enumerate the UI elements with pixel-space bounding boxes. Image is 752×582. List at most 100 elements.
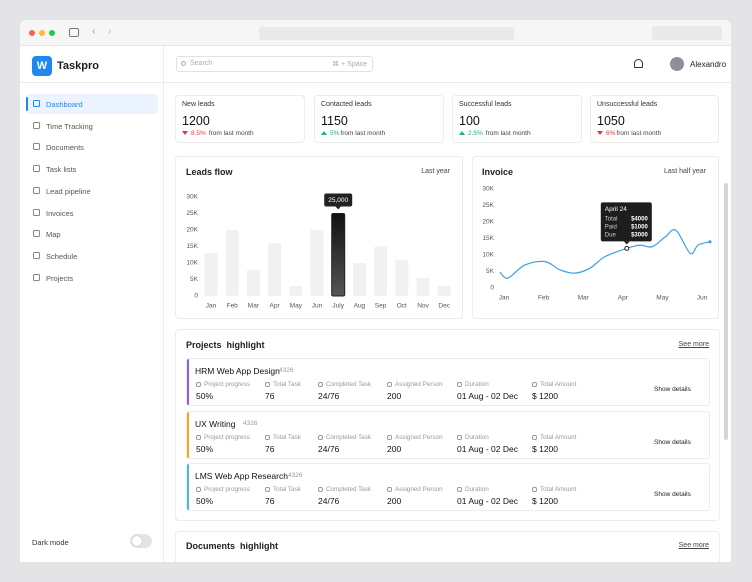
- field-label: Total Task: [273, 486, 301, 493]
- nav-label: Lead pipeline: [46, 186, 91, 196]
- field-icon: [196, 382, 201, 387]
- project-id: 4326: [288, 472, 303, 479]
- nav-icon: [33, 143, 40, 151]
- invoice-card: Invoice Last half year: [472, 156, 719, 319]
- nav-label: Task lists: [46, 165, 77, 175]
- stat-label: Unsuccessful leads: [597, 101, 658, 108]
- nav-item[interactable]: Projects: [26, 268, 158, 288]
- chart-title: Leads flow: [186, 167, 233, 177]
- stat-change: 8.5%: [191, 130, 206, 137]
- nav-item[interactable]: Lead pipeline: [26, 181, 158, 201]
- project-item: LMS Web App Research 4326 Project progress…: [186, 463, 710, 511]
- sidebar: W Taskpro Dashboard Time Tracking Document…: [20, 46, 164, 562]
- field-value: 01 Aug - 02 Dec: [457, 391, 518, 401]
- field-label: Total Task: [273, 381, 301, 388]
- field-label: Assigned Person: [395, 433, 443, 441]
- nav-item[interactable]: Task lists: [26, 159, 158, 179]
- field-value: 76: [265, 391, 275, 401]
- browser-bar: ‹ ›: [20, 20, 731, 46]
- see-more[interactable]: See more: [678, 542, 709, 549]
- search-placeholder: Search: [190, 60, 213, 67]
- stat-label: Successful leads: [459, 101, 512, 108]
- period-select[interactable]: Last year: [421, 168, 450, 175]
- stat-card: New leads 1200 8.5% from last month: [175, 95, 305, 143]
- stat-note: from last month: [208, 130, 254, 137]
- nav-icon: [33, 230, 40, 238]
- field-icon: [318, 434, 323, 440]
- field-label: Duration: [465, 433, 489, 441]
- nav-label: Map: [46, 230, 61, 240]
- stat-note: from last month: [485, 130, 531, 137]
- field-value: 200: [387, 391, 402, 401]
- stat-card: Successful leads 100 2.5% from last month: [452, 95, 582, 143]
- nav-item[interactable]: Dashboard: [26, 94, 158, 114]
- field-icon: [265, 487, 270, 492]
- trend-arrow: [182, 131, 188, 135]
- projects-card: Projects highlight See more HRM Web App De…: [175, 329, 720, 521]
- stat-note: from last month: [616, 130, 662, 137]
- search-icon: [181, 61, 186, 66]
- see-more[interactable]: See more: [678, 341, 709, 348]
- min-dot[interactable]: [39, 30, 45, 36]
- project-title: UX Writing: [195, 418, 236, 429]
- nav-icon: [33, 121, 40, 129]
- nav-item[interactable]: Invoices: [26, 203, 158, 223]
- chart-title: Invoice: [482, 167, 514, 177]
- project-title: HRM Web App Design: [195, 366, 280, 376]
- back[interactable]: ‹: [92, 26, 96, 37]
- period-select[interactable]: Last half year: [663, 168, 706, 175]
- scrollbar[interactable]: [724, 183, 728, 440]
- divider: [20, 82, 164, 83]
- avatar[interactable]: [670, 57, 684, 71]
- stat-card: Unsuccessful leads 1050 6% from last month: [590, 95, 719, 143]
- forward[interactable]: ›: [108, 26, 112, 37]
- show-details[interactable]: Show details: [654, 386, 691, 393]
- field-label: Total Task: [273, 433, 301, 441]
- stat-value: 1050: [597, 114, 625, 128]
- stat-label: Contacted leads: [321, 101, 372, 108]
- stat-change: 5%: [330, 130, 340, 137]
- field-value: $ 1200: [532, 391, 558, 401]
- field-icon: [265, 434, 270, 440]
- nav-label: Projects: [46, 273, 74, 283]
- show-details[interactable]: Show details: [654, 438, 691, 446]
- max-dot[interactable]: [49, 30, 55, 36]
- nav-label: Schedule: [46, 251, 78, 261]
- project-id: 4326: [243, 419, 258, 427]
- nav-label: Dashboard: [46, 100, 83, 109]
- close-dot[interactable]: [29, 30, 35, 36]
- field-icon: [387, 434, 392, 440]
- user-name[interactable]: Alexandro: [690, 60, 727, 69]
- section-title: Projects highlight: [186, 340, 265, 350]
- bell[interactable]: [634, 59, 643, 68]
- search-box[interactable]: Search ⌘ + Space: [176, 56, 373, 72]
- stat-change: 2.5%: [468, 130, 483, 137]
- project-accent: [187, 411, 189, 458]
- stat-label: New leads: [182, 101, 215, 108]
- field-value: 24/76: [318, 443, 340, 454]
- field-icon: [387, 382, 392, 387]
- stat-value: 1150: [321, 114, 348, 128]
- logo: W: [32, 56, 52, 76]
- nav-item[interactable]: Documents: [26, 137, 158, 157]
- field-label: Completed Task: [326, 486, 372, 493]
- project-id: 4326: [279, 367, 294, 374]
- field-icon: [532, 382, 537, 387]
- field-value: $ 1200: [532, 443, 558, 454]
- sidebar-toggle[interactable]: [69, 28, 79, 37]
- field-value: 01 Aug - 02 Dec: [457, 443, 518, 454]
- field-label: Assigned Person: [395, 381, 443, 388]
- nav-item[interactable]: Schedule: [26, 246, 158, 266]
- field-label: Completed Task: [326, 433, 372, 441]
- field-icon: [318, 487, 323, 492]
- address-bar[interactable]: [259, 27, 514, 40]
- nav-item[interactable]: Map: [26, 224, 158, 244]
- project-accent: [187, 359, 189, 405]
- dark-mode-toggle[interactable]: [130, 534, 152, 548]
- nav-item[interactable]: Time Tracking: [26, 116, 158, 136]
- field-icon: [196, 434, 201, 440]
- browser-actions[interactable]: [652, 26, 722, 40]
- search-shortcut: ⌘ + Space: [332, 61, 367, 68]
- show-details[interactable]: Show details: [654, 491, 691, 498]
